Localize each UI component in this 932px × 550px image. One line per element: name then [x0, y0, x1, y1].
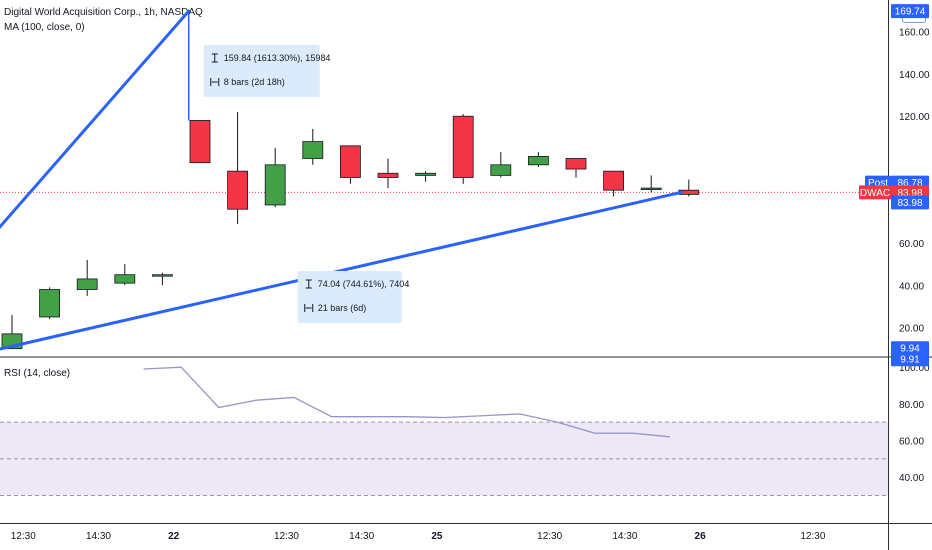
price-badge-text: 83.98 — [897, 198, 922, 209]
time-tick-label: 14:30 — [349, 531, 374, 542]
candle[interactable] — [528, 152, 549, 167]
price-badge-bg — [891, 4, 929, 19]
candle-body — [377, 172, 399, 178]
candle[interactable] — [452, 114, 474, 184]
candle[interactable] — [565, 158, 587, 178]
time-tick-label: 12:30 — [537, 531, 562, 542]
trend-line-1[interactable] — [0, 9, 191, 239]
bars-range-icon — [304, 304, 314, 312]
trend-line-2[interactable] — [0, 190, 683, 351]
candle-body — [151, 274, 173, 277]
price-badge-bg — [891, 352, 929, 367]
candle[interactable] — [640, 175, 662, 193]
measure-bars-text: 21 bars (6d) — [318, 303, 367, 313]
price-badge-text: 9.94 — [900, 344, 920, 355]
candle[interactable] — [151, 272, 173, 286]
rsi-tick-label: 100.00 — [899, 363, 930, 374]
measure-box-2[interactable]: 74.04 (744.61%), 7404 21 bars (6d) — [297, 271, 410, 323]
candle-body — [452, 115, 474, 178]
measure-price-text: 74.04 (744.61%), 7404 — [318, 279, 410, 289]
price-badge[interactable]: DWAC — [859, 185, 891, 200]
price-tick-label: 120.00 — [899, 112, 930, 123]
candle-body — [264, 164, 286, 206]
rsi-tick-label: 60.00 — [899, 437, 924, 448]
candle-body — [302, 141, 324, 159]
price-badge[interactable]: 9.91 — [891, 352, 929, 367]
time-tick-label: 12:30 — [274, 531, 299, 542]
candle-body — [603, 170, 624, 191]
candle-body — [227, 170, 249, 210]
candle-body — [565, 158, 587, 170]
candle[interactable] — [264, 147, 286, 208]
chart-title: Digital World Acquisition Corp., 1h, NAS… — [4, 7, 203, 18]
candle[interactable] — [603, 170, 624, 197]
price-badge-bg — [859, 185, 891, 200]
price-badge-text: Post — [868, 178, 888, 189]
price-badge[interactable]: 9.94 — [891, 341, 929, 356]
rsi-indicator-label[interactable]: RSI (14, close) — [4, 368, 70, 379]
candle-body — [528, 155, 549, 166]
price-badge-text: 9.91 — [900, 355, 920, 366]
candle[interactable] — [302, 128, 324, 165]
price-range-icon — [211, 53, 218, 63]
price-badge-bg — [891, 195, 929, 210]
price-range-icon — [305, 279, 312, 289]
price-badge-text: 169.74 — [895, 7, 926, 18]
bars-range-icon — [210, 78, 220, 86]
candle[interactable] — [227, 111, 249, 224]
candle-body — [490, 164, 512, 176]
candle-body — [189, 120, 211, 164]
time-tick-label: 22 — [168, 531, 180, 542]
time-tick-label: 12:30 — [800, 531, 825, 542]
candle[interactable] — [415, 171, 437, 182]
price-badge-text: 83.98 — [897, 188, 922, 199]
price-badge[interactable]: 83.98 — [891, 195, 929, 210]
price-badge-bg — [891, 341, 929, 356]
time-tick-label: 14:30 — [86, 531, 111, 542]
price-tick-label: 60.00 — [899, 239, 924, 250]
candle[interactable] — [377, 158, 399, 189]
time-tick-label: 26 — [695, 531, 707, 542]
candle[interactable] — [114, 264, 136, 286]
measure-price-text: 159.84 (1613.30%), 15984 — [224, 53, 331, 63]
candle-body — [39, 289, 60, 318]
price-tick-label: 140.00 — [899, 70, 930, 81]
rsi-line — [143, 366, 671, 438]
time-tick-label: 14:30 — [612, 531, 637, 542]
candle[interactable] — [189, 120, 211, 164]
time-tick-label: 25 — [431, 531, 443, 542]
candle-body — [640, 187, 662, 190]
candle[interactable] — [678, 179, 700, 197]
price-tick-label: 160.00 — [899, 28, 930, 39]
candle-body — [114, 274, 136, 284]
price-tick-label: 20.00 — [899, 324, 924, 335]
candle[interactable] — [490, 152, 512, 178]
measure-bars-text: 8 bars (2d 18h) — [224, 77, 285, 87]
measure-bg — [203, 45, 320, 97]
rsi-tick-label: 40.00 — [899, 473, 924, 484]
price-badge-text: 86.78 — [897, 178, 922, 189]
candle-body — [415, 172, 437, 176]
price-tick-label: 40.00 — [899, 281, 924, 292]
ma-indicator-label[interactable]: MA (100, close, 0) — [4, 22, 85, 33]
candle[interactable] — [76, 259, 98, 296]
time-tick-label: 12:30 — [11, 531, 36, 542]
rsi-tick-label: 80.00 — [899, 400, 924, 411]
measure-box-1[interactable]: 159.84 (1613.30%), 15984 8 bars (2d 18h) — [203, 45, 331, 97]
measure-bg — [297, 271, 402, 323]
candle-body — [76, 278, 98, 290]
price-badge-text: DWAC — [860, 188, 890, 199]
candle[interactable] — [39, 287, 60, 320]
candle[interactable] — [339, 145, 361, 184]
price-badge[interactable]: 169.74 — [891, 4, 929, 19]
candle-body — [339, 145, 361, 178]
